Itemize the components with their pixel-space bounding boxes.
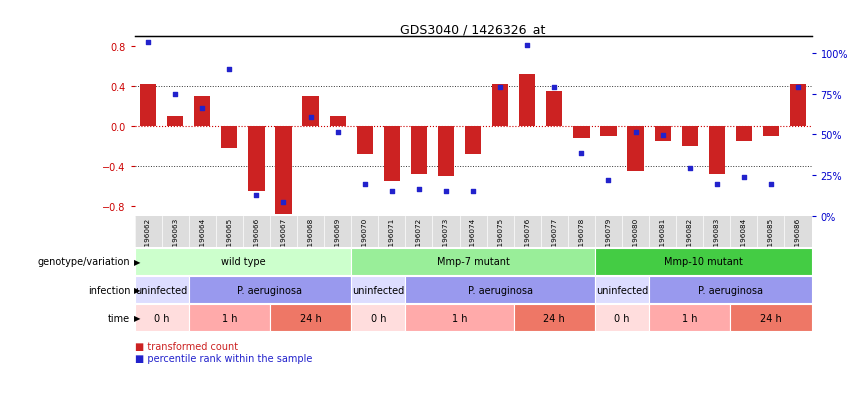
- Bar: [248, 127, 265, 192]
- Text: 1 h: 1 h: [682, 313, 698, 323]
- Bar: [595, 304, 649, 332]
- Point: [628, 129, 642, 136]
- Bar: [405, 304, 514, 332]
- Text: uninfected: uninfected: [135, 285, 187, 295]
- Bar: [302, 97, 319, 127]
- Text: 24 h: 24 h: [543, 313, 565, 323]
- Bar: [352, 248, 595, 275]
- Bar: [708, 127, 725, 175]
- Point: [277, 199, 291, 206]
- Text: ▶: ▶: [134, 285, 140, 294]
- Text: 24 h: 24 h: [760, 313, 782, 323]
- Bar: [135, 276, 188, 304]
- Bar: [275, 127, 292, 215]
- Text: uninfected: uninfected: [596, 285, 648, 295]
- Bar: [330, 117, 345, 127]
- Bar: [465, 127, 481, 155]
- Point: [737, 174, 751, 180]
- Bar: [573, 127, 589, 139]
- Bar: [514, 304, 595, 332]
- Bar: [140, 85, 156, 127]
- Text: 0 h: 0 h: [371, 313, 386, 323]
- Bar: [546, 92, 562, 127]
- Text: 0 h: 0 h: [154, 313, 169, 323]
- Bar: [221, 127, 238, 149]
- Text: Mmp-10 mutant: Mmp-10 mutant: [664, 257, 743, 267]
- Point: [222, 66, 236, 73]
- Text: uninfected: uninfected: [352, 285, 404, 295]
- Point: [358, 181, 372, 188]
- Point: [548, 84, 562, 91]
- Text: ■ transformed count: ■ transformed count: [135, 341, 238, 351]
- Text: time: time: [108, 313, 130, 323]
- Bar: [188, 276, 352, 304]
- Text: P. aeruginosa: P. aeruginosa: [698, 285, 763, 295]
- Text: genotype/variation: genotype/variation: [37, 257, 130, 267]
- Title: GDS3040 / 1426326_at: GDS3040 / 1426326_at: [400, 23, 546, 36]
- Point: [385, 188, 398, 195]
- Bar: [270, 304, 352, 332]
- Bar: [167, 117, 183, 127]
- Point: [249, 192, 263, 199]
- Bar: [135, 304, 188, 332]
- Text: 1 h: 1 h: [451, 313, 467, 323]
- Bar: [601, 127, 616, 137]
- Bar: [730, 304, 812, 332]
- Point: [439, 188, 453, 195]
- Point: [710, 181, 724, 188]
- Bar: [492, 85, 509, 127]
- Text: wild type: wild type: [220, 257, 266, 267]
- Point: [683, 165, 697, 172]
- Bar: [681, 127, 698, 147]
- Text: 1 h: 1 h: [221, 313, 237, 323]
- Bar: [763, 127, 779, 137]
- Point: [466, 188, 480, 195]
- Bar: [357, 127, 373, 155]
- Bar: [352, 304, 405, 332]
- Bar: [352, 276, 405, 304]
- Point: [655, 133, 669, 139]
- Text: ▶: ▶: [134, 257, 140, 266]
- Point: [602, 178, 615, 184]
- Text: Mmp-7 mutant: Mmp-7 mutant: [437, 257, 510, 267]
- Text: ▶: ▶: [134, 313, 140, 323]
- Bar: [519, 75, 536, 127]
- Point: [764, 181, 778, 188]
- Point: [412, 187, 426, 193]
- Point: [304, 115, 318, 121]
- Bar: [649, 276, 812, 304]
- Text: P. aeruginosa: P. aeruginosa: [238, 285, 302, 295]
- Bar: [135, 248, 352, 275]
- Bar: [736, 127, 752, 142]
- Bar: [437, 127, 454, 177]
- Bar: [790, 85, 806, 127]
- Point: [331, 129, 345, 136]
- Bar: [405, 276, 595, 304]
- Bar: [628, 127, 644, 172]
- Text: ■ percentile rank within the sample: ■ percentile rank within the sample: [135, 353, 312, 363]
- Bar: [654, 127, 671, 142]
- Bar: [595, 276, 649, 304]
- Point: [168, 91, 182, 98]
- Bar: [188, 304, 270, 332]
- Text: 0 h: 0 h: [615, 313, 630, 323]
- Point: [493, 84, 507, 91]
- Text: P. aeruginosa: P. aeruginosa: [468, 285, 533, 295]
- Text: infection: infection: [88, 285, 130, 295]
- Bar: [649, 304, 730, 332]
- Point: [575, 151, 589, 157]
- Point: [520, 43, 534, 50]
- Point: [791, 84, 805, 91]
- Point: [195, 106, 209, 112]
- Bar: [595, 248, 812, 275]
- Bar: [194, 97, 210, 127]
- Point: [141, 39, 155, 46]
- Bar: [411, 127, 427, 175]
- Text: 24 h: 24 h: [299, 313, 321, 323]
- Bar: [384, 127, 400, 182]
